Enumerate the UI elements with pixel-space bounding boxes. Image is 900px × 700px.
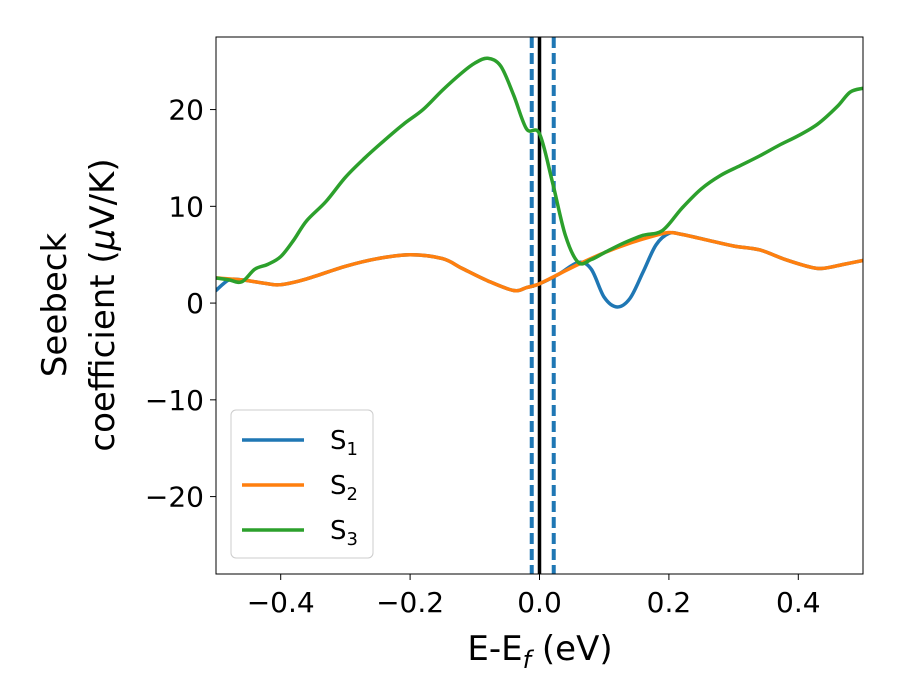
x-tick-label: 0.4 xyxy=(776,586,821,619)
x-axis-label: E-Ef (eV) xyxy=(467,629,612,674)
y-tick-label: −10 xyxy=(145,384,204,417)
y-axis-label: Seebeck coefficient (μV/K) xyxy=(35,158,123,451)
x-tick-label: −0.4 xyxy=(247,586,315,619)
y-tick-label: 0 xyxy=(186,287,204,320)
legend: S1 S2 S3 xyxy=(230,409,374,559)
x-axis-ticks: −0.4 −0.2 0.0 0.2 0.4 xyxy=(247,574,821,619)
y-tick-label: 20 xyxy=(168,94,204,127)
y-tick-label: −20 xyxy=(145,481,204,514)
y-axis-label-line2: coefficient (μV/K) xyxy=(83,158,123,451)
fermi-level-lines xyxy=(529,37,556,574)
legend-label-s2: S2 xyxy=(330,471,358,505)
y-axis-label-line1: Seebeck xyxy=(35,233,75,378)
y-tick-label: 10 xyxy=(168,190,204,223)
x-tick-label: 0.0 xyxy=(517,586,562,619)
legend-label-s1: S1 xyxy=(330,426,358,460)
series-lines xyxy=(216,56,863,309)
x-tick-label: 0.2 xyxy=(647,586,692,619)
x-tick-label: −0.2 xyxy=(376,586,444,619)
series-line-s3 xyxy=(216,56,863,285)
legend-label-s3: S3 xyxy=(330,516,358,550)
series-line-s2 xyxy=(216,230,863,293)
y-axis-ticks: −20 −10 0 10 20 xyxy=(145,94,216,514)
